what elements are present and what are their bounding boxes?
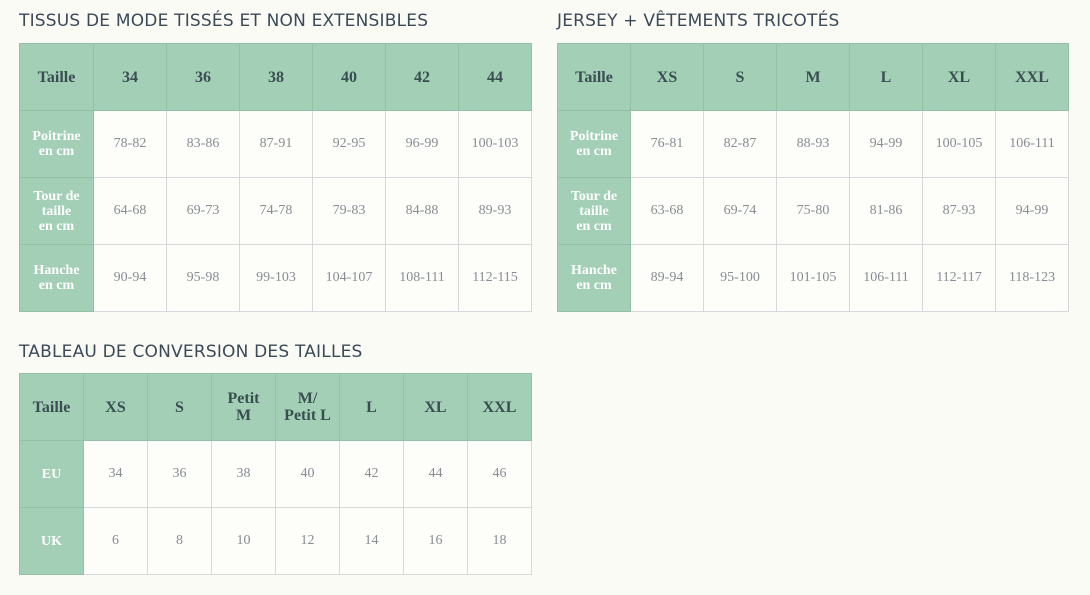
measurement-cell: 79-83	[312, 177, 386, 245]
measurement-cell: 10	[211, 507, 276, 575]
size-header-cell: XL	[922, 43, 996, 111]
measurement-cell: 75-80	[776, 177, 850, 245]
jersey-knit-size-table: Taille XS S M L XL XXL Poitrine en cm 76-81 82-87…	[557, 43, 1069, 312]
measurement-cell: 64-68	[93, 177, 167, 245]
measurement-cell: 38	[211, 440, 276, 508]
row-label: Hanche en cm	[19, 244, 94, 312]
size-column-header: Taille	[557, 43, 631, 111]
table-row: Tour de taille en cm 64-68 69-73 74-78 79-83…	[19, 177, 532, 245]
measurement-cell: 92-95	[312, 110, 386, 178]
measurement-cell: 40	[275, 440, 340, 508]
header-row: Taille XS S M L XL XXL	[557, 43, 1069, 111]
measurement-cell: 95-98	[166, 244, 240, 312]
measurement-cell: 83-86	[166, 110, 240, 178]
size-header-cell: 40	[312, 43, 386, 111]
size-header-cell: 42	[385, 43, 459, 111]
row-label: Tour de taille en cm	[557, 177, 631, 245]
measurement-cell: 84-88	[385, 177, 459, 245]
measurement-cell: 100-105	[922, 110, 996, 178]
measurement-cell: 87-91	[239, 110, 313, 178]
measurement-cell: 112-117	[922, 244, 996, 312]
header-row: Taille XS S Petit M M/ Petit L L XL XXL	[19, 373, 532, 441]
measurement-cell: 94-99	[849, 110, 923, 178]
measurement-cell: 101-105	[776, 244, 850, 312]
measurement-cell: 106-111	[849, 244, 923, 312]
measurement-cell: 96-99	[385, 110, 459, 178]
measurement-cell: 94-99	[995, 177, 1069, 245]
measurement-cell: 118-123	[995, 244, 1069, 312]
row-label: EU	[19, 440, 84, 508]
measurement-cell: 14	[339, 507, 404, 575]
measurement-cell: 99-103	[239, 244, 313, 312]
size-header-cell: XL	[403, 373, 468, 441]
size-conversion-table: Taille XS S Petit M M/ Petit L L XL XXL EU 34 36 38…	[19, 373, 532, 575]
measurement-cell: 78-82	[93, 110, 167, 178]
measurement-cell: 6	[83, 507, 148, 575]
table-row: Hanche en cm 90-94 95-98 99-103 104-107 108-1…	[19, 244, 532, 312]
size-header-cell: S	[147, 373, 212, 441]
measurement-cell: 8	[147, 507, 212, 575]
woven-table-title: TISSUS DE MODE TISSÉS ET NON EXTENSIBLES	[19, 11, 429, 31]
measurement-cell: 112-115	[458, 244, 532, 312]
jersey-table-title: JERSEY + VÊTEMENTS TRICOTÉS	[557, 11, 840, 31]
measurement-cell: 95-100	[703, 244, 777, 312]
size-header-cell: XXL	[467, 373, 532, 441]
table-row: Poitrine en cm 78-82 83-86 87-91 92-95 96-99 1…	[19, 110, 532, 178]
measurement-cell: 12	[275, 507, 340, 575]
measurement-cell: 82-87	[703, 110, 777, 178]
measurement-cell: 89-94	[630, 244, 704, 312]
row-label: Poitrine en cm	[19, 110, 94, 178]
size-column-header: Taille	[19, 43, 94, 111]
measurement-cell: 44	[403, 440, 468, 508]
measurement-cell: 36	[147, 440, 212, 508]
measurement-cell: 106-111	[995, 110, 1069, 178]
measurement-cell: 100-103	[458, 110, 532, 178]
row-label: UK	[19, 507, 84, 575]
conversion-table-title: TABLEAU DE CONVERSION DES TAILLES	[19, 342, 363, 362]
size-header-cell: L	[849, 43, 923, 111]
measurement-cell: 89-93	[458, 177, 532, 245]
size-header-cell: 34	[93, 43, 167, 111]
size-header-cell: XS	[630, 43, 704, 111]
table-row: UK 6 8 10 12 14 16 18	[19, 507, 532, 575]
table-row: Hanche en cm 89-94 95-100 101-105 106-111 112…	[557, 244, 1069, 312]
measurement-cell: 90-94	[93, 244, 167, 312]
size-header-cell: S	[703, 43, 777, 111]
measurement-cell: 63-68	[630, 177, 704, 245]
row-label: Hanche en cm	[557, 244, 631, 312]
size-header-cell: XS	[83, 373, 148, 441]
measurement-cell: 69-74	[703, 177, 777, 245]
measurement-cell: 46	[467, 440, 532, 508]
row-label: Tour de taille en cm	[19, 177, 94, 245]
table-row: EU 34 36 38 40 42 44 46	[19, 440, 532, 508]
size-header-cell: 38	[239, 43, 313, 111]
measurement-cell: 69-73	[166, 177, 240, 245]
size-header-cell: M	[776, 43, 850, 111]
measurement-cell: 108-111	[385, 244, 459, 312]
measurement-cell: 88-93	[776, 110, 850, 178]
measurement-cell: 34	[83, 440, 148, 508]
size-column-header: Taille	[19, 373, 84, 441]
table-row: Tour de taille en cm 63-68 69-74 75-80 81-86…	[557, 177, 1069, 245]
measurement-cell: 42	[339, 440, 404, 508]
measurement-cell: 81-86	[849, 177, 923, 245]
measurement-cell: 76-81	[630, 110, 704, 178]
woven-fabrics-size-table: Taille 34 36 38 40 42 44 Poitrine en cm 78-82 83-…	[19, 43, 532, 312]
measurement-cell: 18	[467, 507, 532, 575]
size-header-cell: M/ Petit L	[275, 373, 340, 441]
size-header-cell: 36	[166, 43, 240, 111]
measurement-cell: 16	[403, 507, 468, 575]
size-header-cell: Petit M	[211, 373, 276, 441]
size-header-cell: XXL	[995, 43, 1069, 111]
table-row: Poitrine en cm 76-81 82-87 88-93 94-99 100-10…	[557, 110, 1069, 178]
size-header-cell: L	[339, 373, 404, 441]
row-label: Poitrine en cm	[557, 110, 631, 178]
header-row: Taille 34 36 38 40 42 44	[19, 43, 532, 111]
measurement-cell: 74-78	[239, 177, 313, 245]
measurement-cell: 104-107	[312, 244, 386, 312]
measurement-cell: 87-93	[922, 177, 996, 245]
size-header-cell: 44	[458, 43, 532, 111]
